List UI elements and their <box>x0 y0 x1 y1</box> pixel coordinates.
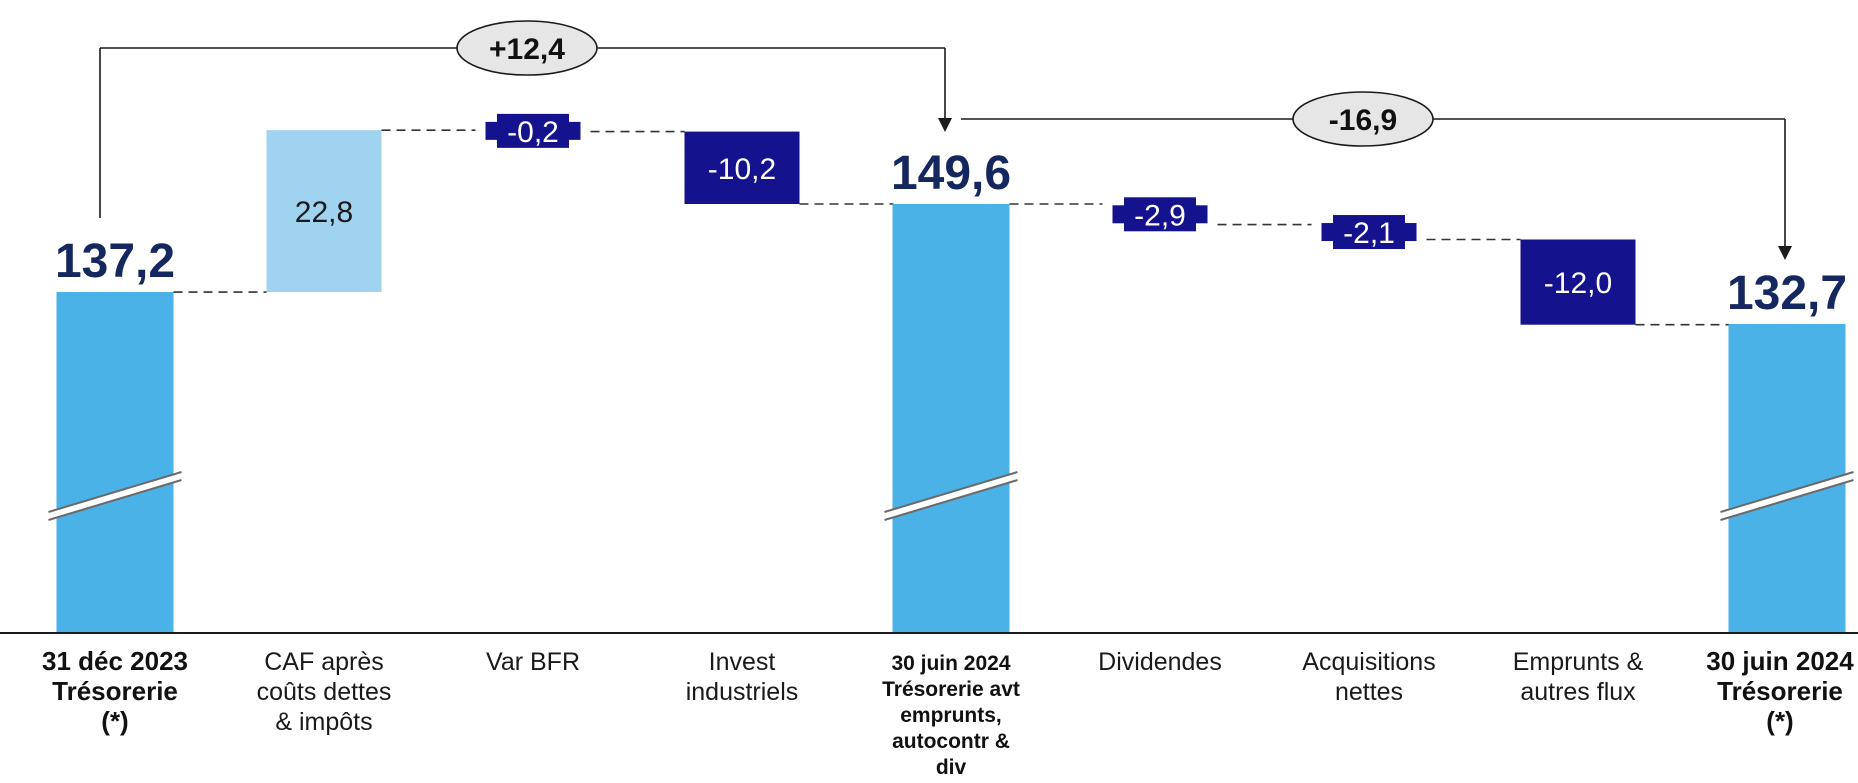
bridge-ellipse <box>1292 91 1434 147</box>
delta-bar <box>266 130 382 293</box>
bridge-arrow: -16,9 <box>961 91 1792 260</box>
category-label: CAF après coûts dettes & impôts <box>257 648 392 736</box>
total-bar <box>56 292 174 633</box>
delta-value-label: -2,9 <box>1134 199 1186 232</box>
total-value-label: 149,6 <box>891 147 1011 200</box>
bridge-value-label: +12,4 <box>489 33 565 66</box>
total-value-label: 132,7 <box>1727 267 1847 320</box>
delta-bar <box>684 131 800 204</box>
bridge-value-label: -16,9 <box>1329 104 1397 137</box>
category-label: Acquisitions nettes <box>1302 648 1435 706</box>
category-label: Invest industriels <box>686 648 799 706</box>
arrowhead-icon <box>1778 245 1792 260</box>
category-label: Dividendes <box>1098 648 1222 676</box>
delta-label-box <box>1124 197 1196 232</box>
total-bar <box>1728 323 1846 633</box>
category-label: 31 déc 2023 Trésorerie (*) <box>42 646 188 736</box>
arrowhead-icon <box>938 118 952 132</box>
delta-value-label: -10,2 <box>708 153 776 186</box>
category-label: Emprunts & autres flux <box>1513 648 1644 706</box>
delta-value-label: 22,8 <box>295 196 353 229</box>
axis-break-icon <box>48 471 182 521</box>
bridge-arrow: +12,4 <box>99 20 952 219</box>
delta-label-box <box>497 113 569 148</box>
delta-value-label: -2,1 <box>1343 217 1395 250</box>
category-label: Var BFR <box>486 648 580 676</box>
total-bar <box>892 204 1010 633</box>
category-label: 30 juin 2024 Trésorerie (*) <box>1706 646 1854 736</box>
axis-break-icon <box>1720 471 1854 521</box>
bridge-ellipse <box>456 20 598 76</box>
axis-break-icon <box>884 471 1018 521</box>
delta-bar <box>1520 239 1636 325</box>
delta-value-label: -12,0 <box>1544 267 1612 300</box>
total-value-label: 137,2 <box>55 235 175 288</box>
delta-label-box <box>1333 215 1405 250</box>
category-label: 30 juin 2024 Trésorerie avt emprunts, autoc… <box>882 652 1020 779</box>
delta-value-label: -0,2 <box>507 116 559 149</box>
